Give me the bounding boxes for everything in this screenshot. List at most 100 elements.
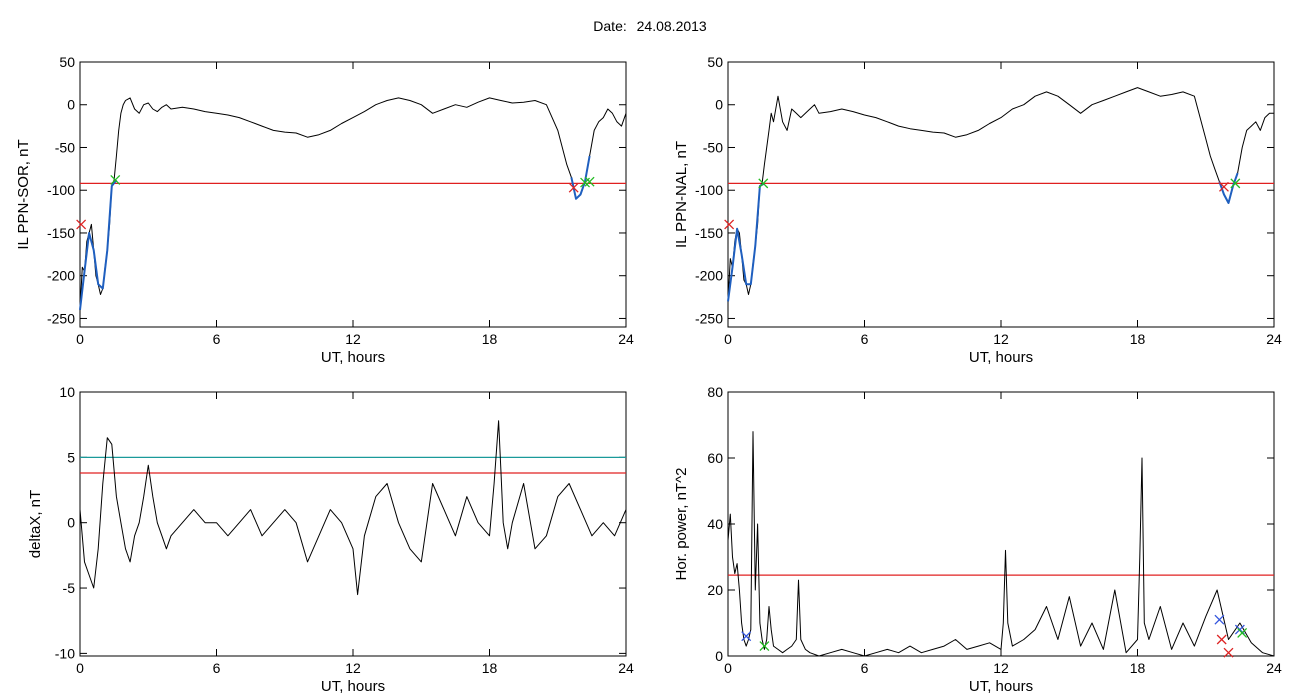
x-tick-label: 0 [76,660,84,676]
x-axis-label: UT, hours [969,678,1033,695]
marker-green [110,175,121,185]
marker-red [724,219,735,230]
y-axis-label: IL PPN-SOR, nT [15,139,32,249]
y-tick-label: -100 [47,182,75,198]
marker-green [759,641,770,652]
date-label: Date: [593,18,627,34]
marker-stroke [724,219,735,230]
y-tick-label: -150 [47,225,75,241]
y-tick-label: -10 [55,645,75,661]
x-tick-label: 12 [345,331,361,347]
y-tick-label: 20 [707,582,723,598]
marker-red [568,182,579,193]
x-tick-label: 24 [618,331,634,347]
y-tick-label: 60 [707,450,723,466]
marker-stroke [1223,647,1234,658]
y-axis-label: IL PPN-NAL, nT [673,141,690,248]
x-tick-label: 24 [1266,660,1282,676]
marker-red [1218,181,1229,192]
chart-panel-2: 0 6 12 18 24 50 0 -50 -100 -150 -200 -250 UT, hours I… [673,54,1282,366]
y-tick-label: 50 [59,54,75,70]
marker-stroke [1234,624,1245,635]
y-tick-label: -100 [695,182,723,198]
marker-stroke [110,175,121,185]
marker-stroke [1216,634,1227,645]
y-tick-label: 10 [59,384,75,400]
x-tick-label: 6 [861,331,869,347]
marker-stroke [1218,181,1229,192]
x-axis-label: UT, hours [321,678,385,695]
marker-green [584,176,595,187]
data-series-line [79,97,627,310]
marker-stroke [758,178,769,189]
x-tick-label: 12 [993,331,1009,347]
x-tick-label: 18 [482,331,498,347]
marker-green [1230,178,1241,189]
marker-blue [1214,614,1225,625]
marker-blue [741,631,752,642]
marker-stroke [741,631,752,642]
x-tick-label: 0 [724,660,732,676]
y-tick-label: -50 [703,139,723,155]
y-tick-label: 40 [707,516,723,532]
x-tick-label: 18 [1130,660,1146,676]
x-tick-label: 18 [482,660,498,676]
date-value: 24.08.2013 [636,18,707,34]
marker-stroke [76,219,87,230]
plot-frame [79,61,627,328]
y-tick-label: 80 [707,384,723,400]
marker-stroke [1214,614,1225,625]
x-tick-label: 0 [76,331,84,347]
highlight-segment-2 [570,155,591,200]
data-series-line [79,420,627,596]
plot-frame [727,61,1275,328]
data-series-line [727,431,1275,657]
y-tick-label: 0 [715,97,723,113]
x-tick-label: 0 [724,331,732,347]
chart-panel-4: 0 6 12 18 24 80 60 40 20 0 UT, hours Hor. power, nT… [673,384,1282,695]
highlight-segment-1 [79,179,118,311]
y-tick-label: 5 [67,449,75,465]
marker-stroke [568,182,579,193]
x-tick-label: 12 [345,660,361,676]
x-tick-label: 24 [1266,331,1282,347]
marker-stroke [759,641,770,652]
marker-red [1223,647,1234,658]
y-tick-label: 0 [67,515,75,531]
y-tick-label: 0 [715,648,723,664]
y-tick-label: -200 [695,268,723,284]
y-tick-label: -50 [55,139,75,155]
x-tick-label: 6 [213,331,221,347]
x-tick-label: 6 [861,660,869,676]
y-tick-label: -150 [695,225,723,241]
y-tick-label: 50 [707,54,723,70]
marker-green [1237,627,1248,638]
x-axis-label: UT, hours [969,349,1033,366]
chart-panel-1: 0 6 12 18 24 50 0 -50 -100 -150 -200 -250 UT, hours I… [15,54,634,366]
y-tick-label: -5 [63,580,76,596]
y-tick-label: -250 [47,310,75,326]
x-axis-label: UT, hours [321,349,385,366]
x-tick-label: 6 [213,660,221,676]
x-tick-label: 18 [1130,331,1146,347]
marker-stroke [584,176,595,187]
marker-red [76,219,87,230]
marker-red [1216,634,1227,645]
y-axis-label: deltaX, nT [27,490,44,558]
plot-frame [79,391,627,657]
marker-green [758,178,769,189]
marker-stroke [1230,178,1241,189]
x-tick-label: 12 [993,660,1009,676]
highlight-segment-1 [727,182,765,302]
y-axis-label: Hor. power, nT^2 [673,468,690,581]
page-title: Date: 24.08.2013 [0,18,1300,34]
data-series-line [727,87,1274,302]
y-tick-label: -200 [47,268,75,284]
chart-panel-3: 0 6 12 18 24 10 5 0 -5 -10 UT, hours deltaX, nT [27,384,634,695]
y-tick-label: 0 [67,97,75,113]
x-tick-label: 24 [618,660,634,676]
marker-stroke [1237,627,1248,638]
plot-frame [727,391,1275,657]
y-tick-label: -250 [695,310,723,326]
